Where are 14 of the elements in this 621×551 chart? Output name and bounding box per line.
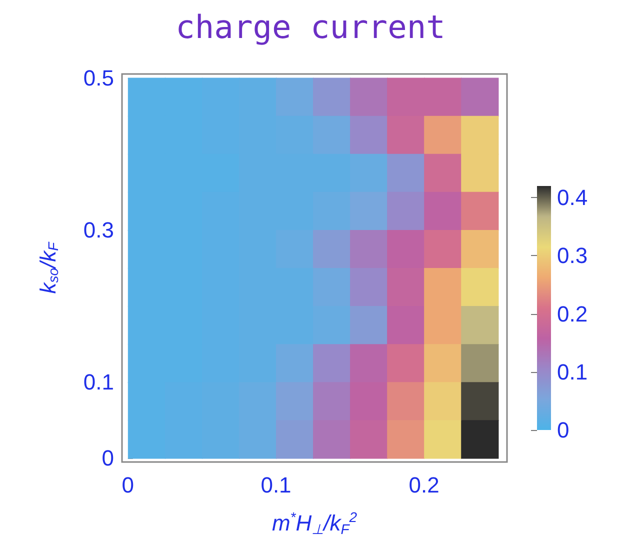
color-bar-label: 0.3 (557, 243, 588, 268)
x-tick-label: 0 (122, 472, 134, 498)
color-bar-label: 0 (557, 418, 570, 442)
y-tick-label: 0.5 (83, 65, 114, 90)
x-tick-label: 0.1 (260, 472, 292, 498)
x-tick-label: 0.2 (408, 472, 440, 498)
y-axis-title: kso/kF (36, 240, 61, 294)
y-tick-label: 0.3 (83, 217, 114, 242)
color-bar-label: 0.2 (557, 301, 588, 326)
y-tick-label: 0.1 (83, 370, 114, 395)
chart-title: charge current (176, 8, 446, 46)
y-tick-label: 0 (102, 446, 114, 471)
color-bar-label: 0.4 (557, 185, 588, 210)
color-bar-label: 0.1 (557, 359, 588, 384)
